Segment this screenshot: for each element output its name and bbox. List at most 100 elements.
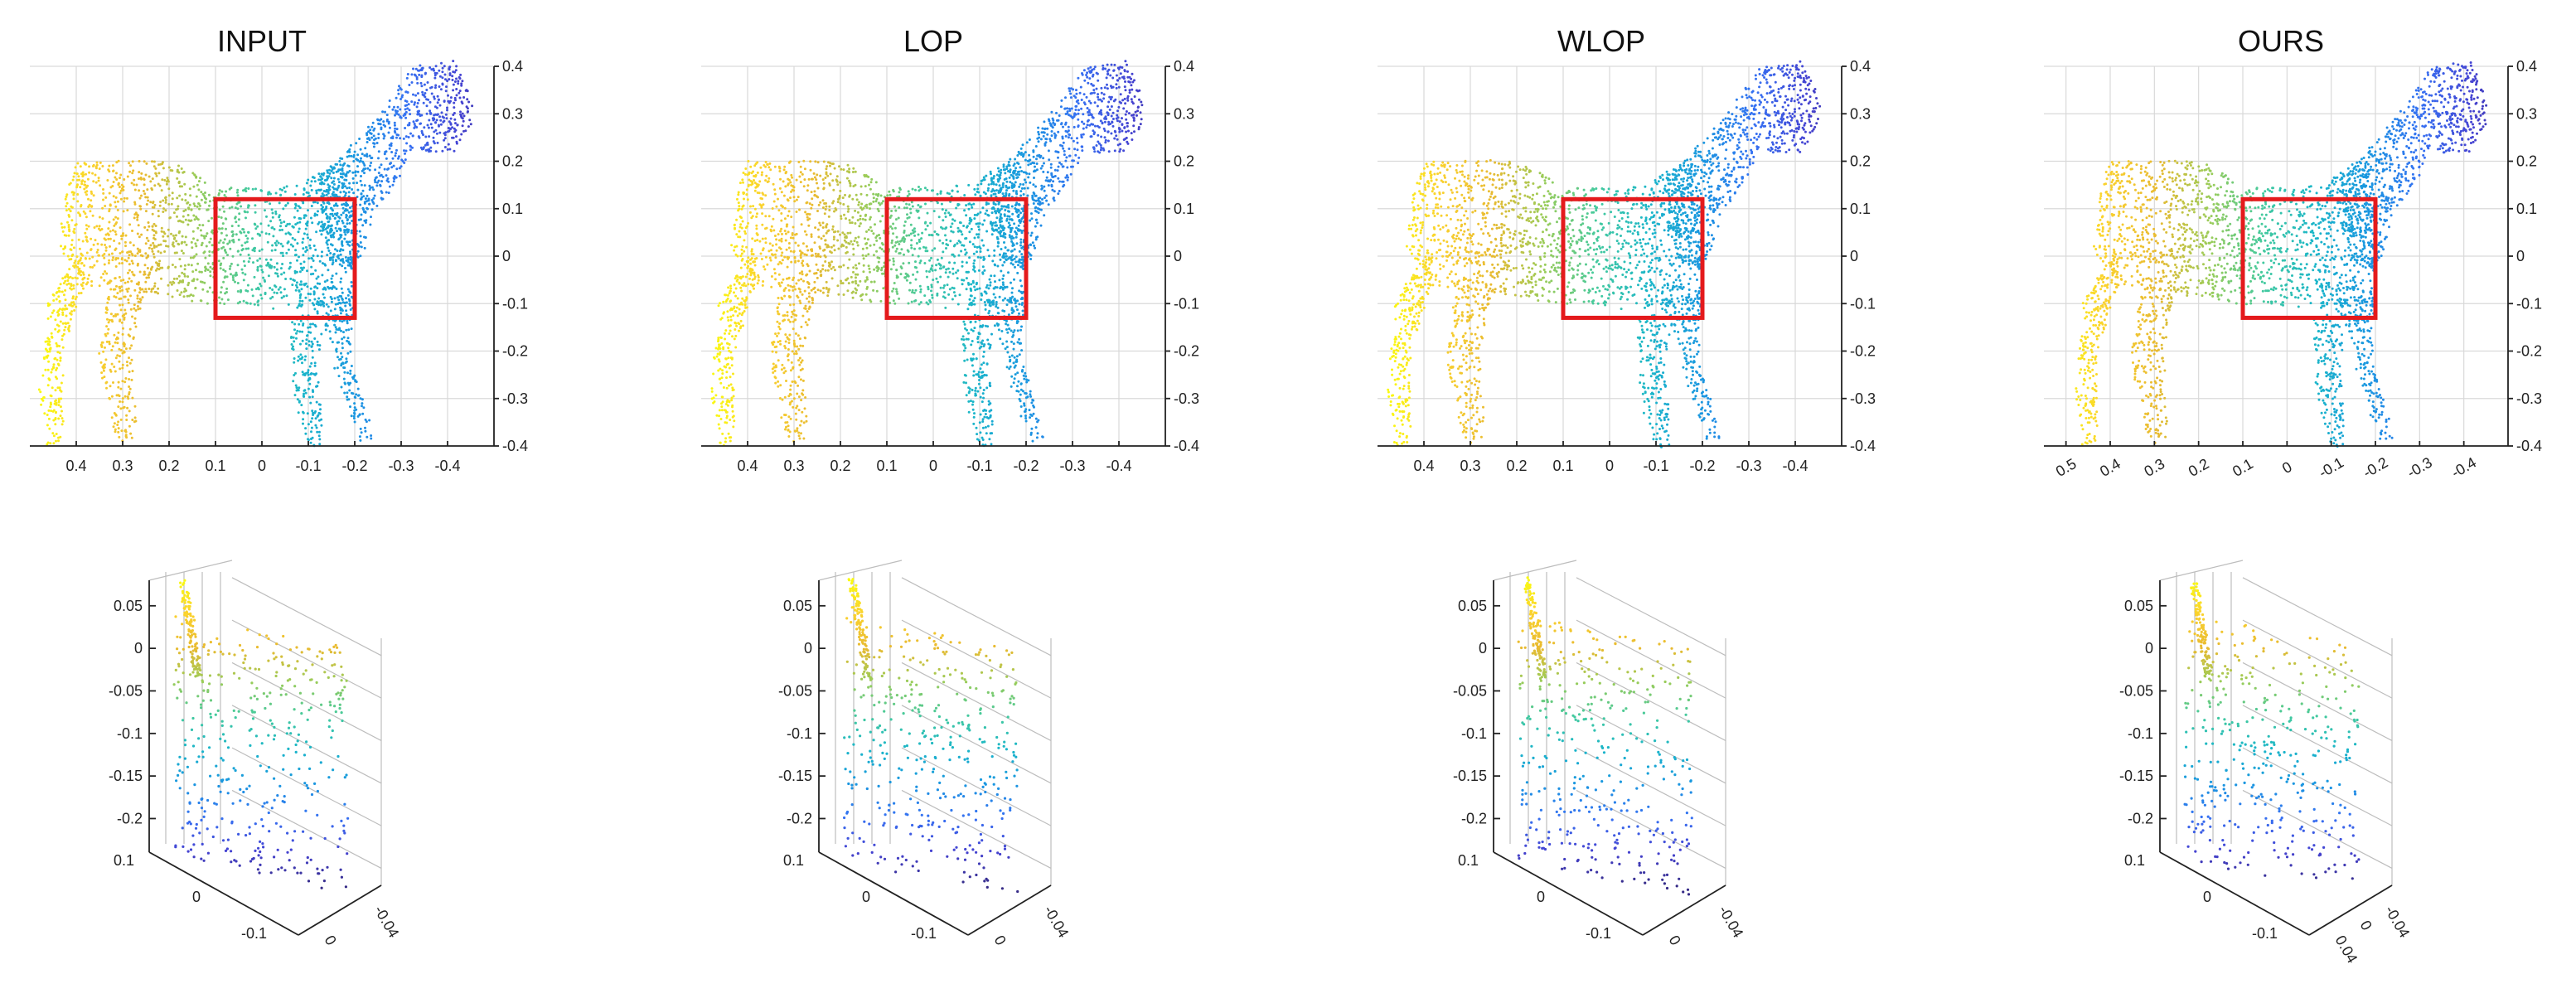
data-point [308, 365, 312, 368]
data-point [398, 85, 400, 88]
data-point [966, 225, 969, 228]
data-point [995, 216, 999, 220]
data-point [453, 101, 456, 104]
data-point [1019, 279, 1022, 282]
data-point [861, 247, 864, 250]
data-point [162, 230, 166, 234]
data-point [951, 230, 955, 234]
data-point [174, 265, 177, 269]
data-point [448, 78, 451, 81]
x-tick-label: 0.3 [112, 458, 133, 474]
data-point [329, 206, 332, 210]
data-point [119, 173, 123, 177]
data-point [321, 262, 324, 265]
data-point [334, 226, 337, 230]
data-point [316, 213, 319, 216]
data-point [193, 173, 196, 177]
data-point [291, 321, 294, 324]
data-point [743, 172, 747, 176]
data-point [327, 232, 330, 235]
data-point [1028, 153, 1031, 157]
data-point [80, 257, 83, 259]
data-point [209, 237, 212, 240]
data-point [155, 261, 157, 264]
data-point [453, 130, 457, 133]
data-point [919, 259, 922, 263]
data-point [177, 242, 180, 245]
data-point [782, 180, 785, 183]
data-point [391, 108, 395, 111]
data-point [83, 180, 86, 183]
data-point [72, 287, 75, 290]
data-point [153, 244, 156, 247]
data-point [134, 325, 138, 328]
data-point [404, 110, 408, 114]
data-point [271, 211, 274, 215]
data-point [323, 280, 327, 284]
data-point [370, 216, 372, 219]
data-point [903, 224, 906, 227]
data-point [246, 284, 249, 287]
data-point [328, 259, 332, 261]
data-point [890, 210, 893, 212]
data-point [99, 361, 103, 364]
data-point [317, 301, 320, 304]
data-point [50, 332, 53, 335]
data-point [803, 253, 806, 256]
data-point [998, 279, 1001, 282]
data-point [910, 201, 913, 204]
data-point [763, 265, 765, 269]
data-point [434, 84, 438, 87]
data-point [446, 130, 449, 133]
data-point [242, 279, 245, 282]
data-point [242, 259, 245, 263]
data-point [969, 287, 972, 290]
data-point [1024, 181, 1028, 184]
data-point [787, 177, 790, 181]
data-point [83, 276, 86, 279]
data-point [734, 226, 736, 230]
data-point [745, 245, 748, 249]
data-point [275, 268, 278, 271]
data-point [345, 309, 348, 313]
data-point [895, 288, 898, 291]
data-point [828, 209, 831, 211]
data-point [968, 230, 971, 234]
data-point [46, 368, 50, 371]
data-point [942, 295, 945, 298]
data-point [963, 194, 966, 196]
data-point [113, 412, 116, 414]
data-point [75, 172, 79, 176]
data-point [317, 348, 321, 351]
data-point [1007, 203, 1010, 206]
data-point [1085, 74, 1088, 76]
data-point [1020, 217, 1024, 220]
data-point [349, 372, 352, 376]
data-point [370, 437, 373, 440]
data-point [138, 171, 141, 174]
data-point [840, 215, 843, 218]
data-point [785, 248, 788, 251]
data-point [753, 179, 755, 182]
data-point [350, 264, 352, 268]
data-point [242, 228, 245, 231]
data-point [938, 263, 942, 266]
data-point [985, 203, 988, 206]
data-point [121, 380, 124, 383]
data-point [434, 150, 438, 153]
data-point [917, 233, 920, 236]
data-point [60, 245, 62, 248]
data-point [354, 379, 357, 382]
data-point [1019, 211, 1022, 215]
data-point [217, 193, 220, 196]
data-point [137, 224, 140, 227]
data-point [740, 259, 743, 262]
data-point [1061, 180, 1063, 183]
data-point [304, 282, 307, 285]
data-point [112, 425, 115, 429]
data-point [345, 357, 348, 361]
data-point [931, 264, 934, 268]
data-point [1078, 91, 1082, 94]
data-point [384, 124, 387, 128]
data-point [793, 256, 797, 259]
